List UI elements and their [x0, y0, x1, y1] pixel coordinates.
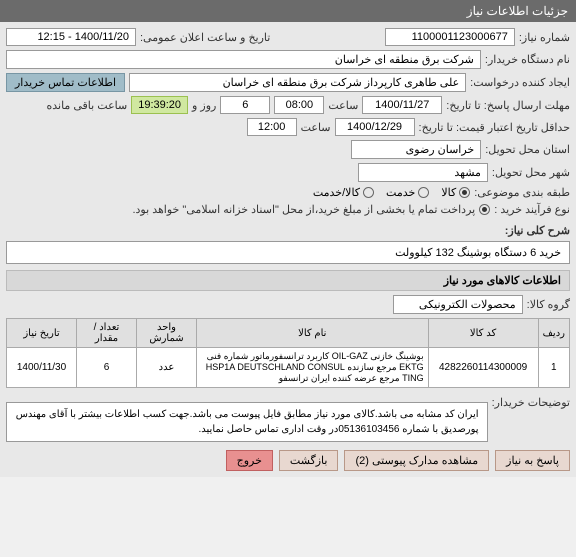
creator-label: ایجاد کننده درخواست: [470, 76, 570, 89]
row-need-number: شماره نیاز: 1100001123000677 تاریخ و ساع… [6, 28, 570, 46]
cell-unit: عدد [137, 348, 197, 388]
cell-date: 1400/11/30 [7, 348, 77, 388]
panel-title: جزئیات اطلاعات نیاز [467, 4, 568, 18]
reply-deadline-label: مهلت ارسال پاسخ: تا تاریخ: [446, 99, 570, 112]
province-field: خراسان رضوی [351, 140, 481, 159]
city-label: شهر محل تحویل: [492, 166, 570, 179]
panel-header: جزئیات اطلاعات نیاز [0, 0, 576, 22]
need-number-field: 1100001123000677 [385, 28, 515, 46]
row-notes: توضیحات خریدار: ایران کد مشابه می باشد.ک… [6, 396, 570, 442]
radio-goods[interactable]: کالا [441, 186, 470, 199]
radio-goods-service-label: کالا/خدمت [313, 186, 360, 199]
details-panel: جزئیات اطلاعات نیاز شماره نیاز: 11000011… [0, 0, 576, 477]
buyer-org-field: شرکت برق منطقه ای خراسان [6, 50, 481, 69]
radio-goods-icon [459, 187, 470, 198]
notes-text: ایران کد مشابه می باشد.کالای مورد نیاز م… [16, 409, 479, 435]
radio-goods-service[interactable]: کالا/خدمت [313, 186, 374, 199]
need-number-label: شماره نیاز: [519, 31, 570, 44]
th-date: تاریخ نیاز [7, 319, 77, 348]
desc-text: خرید 6 دستگاه بوشینگ 132 کیلوولت [395, 247, 561, 259]
province-label: استان محل تحویل: [485, 143, 570, 156]
announce-field: 1400/11/20 - 12:15 [6, 28, 136, 46]
row-price-validity: حداقل تاریخ اعتبار قیمت: تا تاریخ: 1400/… [6, 118, 570, 136]
items-table: ردیف کد کالا نام کالا واحد شمارش تعداد /… [6, 318, 570, 388]
purchase-type-radio-icon [479, 204, 490, 215]
group-field: محصولات الکترونیکی [393, 295, 523, 314]
time-label-2: ساعت [301, 121, 331, 134]
days-remain-field: 6 [220, 96, 270, 114]
exit-button[interactable]: خروج [226, 450, 273, 471]
row-city: شهر محل تحویل: مشهد [6, 163, 570, 182]
row-reply-deadline: مهلت ارسال پاسخ: تا تاریخ: 1400/11/27 سا… [6, 96, 570, 114]
back-button[interactable]: بازگشت [279, 450, 339, 471]
desc-box: خرید 6 دستگاه بوشینگ 132 کیلوولت [6, 241, 570, 264]
city-field: مشهد [358, 163, 488, 182]
creator-field: علی طاهری کارپرداز شرکت برق منطقه ای خرا… [129, 73, 466, 92]
items-section-heading: اطلاعات کالاهای مورد نیاز [6, 270, 570, 291]
buyer-org-label: نام دستگاه خریدار: [485, 53, 570, 66]
notes-label: توضیحات خریدار: [492, 396, 570, 409]
announce-label: تاریخ و ساعت اعلان عمومی: [140, 31, 270, 44]
reply-time-field: 08:00 [274, 96, 324, 114]
cell-row: 1 [538, 348, 569, 388]
row-group: گروه کالا: محصولات الکترونیکی [6, 295, 570, 314]
th-qty: تعداد / مقدار [77, 319, 137, 348]
attachments-button[interactable]: مشاهده مدارک پیوستی (2) [344, 450, 489, 471]
reply-date-field: 1400/11/27 [362, 96, 442, 114]
cell-code: 4282260114300009 [428, 348, 538, 388]
remain-label: ساعت باقی مانده [46, 99, 127, 112]
purchase-note: پرداخت تمام یا بخشی از مبلغ خرید،از محل … [132, 203, 475, 216]
category-label: طبقه بندی موضوعی: [474, 186, 570, 199]
desc-title-label: شرح کلی نیاز: [505, 224, 570, 237]
row-desc-title: شرح کلی نیاز: [6, 224, 570, 237]
radio-service-label: خدمت [386, 186, 415, 199]
button-row: پاسخ به نیاز مشاهده مدارک پیوستی (2) باز… [6, 450, 570, 471]
price-date-field: 1400/12/29 [335, 118, 415, 136]
price-time-field: 12:00 [247, 118, 297, 136]
countdown-badge: 19:39:20 [131, 96, 188, 114]
radio-service[interactable]: خدمت [386, 186, 429, 199]
category-radio-group: کالا خدمت کالا/خدمت [313, 186, 470, 199]
th-unit: واحد شمارش [137, 319, 197, 348]
th-row: ردیف [538, 319, 569, 348]
row-province: استان محل تحویل: خراسان رضوی [6, 140, 570, 159]
time-label-1: ساعت [328, 99, 358, 112]
radio-service-icon [418, 187, 429, 198]
contact-info-button[interactable]: اطلاعات تماس خریدار [6, 73, 125, 92]
row-buyer-org: نام دستگاه خریدار: شرکت برق منطقه ای خرا… [6, 50, 570, 69]
radio-goods-service-icon [363, 187, 374, 198]
reply-button[interactable]: پاسخ به نیاز [495, 450, 570, 471]
panel-content: شماره نیاز: 1100001123000677 تاریخ و ساع… [0, 22, 576, 477]
group-label: گروه کالا: [527, 298, 570, 311]
row-purchase-type: نوع فرآیند خرید : پرداخت تمام یا بخشی از… [6, 203, 570, 216]
th-code: کد کالا [428, 319, 538, 348]
row-creator: ایجاد کننده درخواست: علی طاهری کارپرداز … [6, 73, 570, 92]
table-row[interactable]: 1 4282260114300009 بوشینگ خازنی OIL-GAZ … [7, 348, 570, 388]
table-header-row: ردیف کد کالا نام کالا واحد شمارش تعداد /… [7, 319, 570, 348]
radio-goods-label: کالا [441, 186, 456, 199]
price-validity-label: حداقل تاریخ اعتبار قیمت: تا تاریخ: [419, 121, 570, 134]
th-name: نام کالا [197, 319, 429, 348]
purchase-type-label: نوع فرآیند خرید : [494, 203, 570, 216]
notes-box: ایران کد مشابه می باشد.کالای مورد نیاز م… [6, 402, 488, 442]
cell-qty: 6 [77, 348, 137, 388]
cell-name: بوشینگ خازنی OIL-GAZ کاربرد ترانسفورماتو… [197, 348, 429, 388]
row-category: طبقه بندی موضوعی: کالا خدمت کالا/خدمت [6, 186, 570, 199]
days-remain-label: روز و [192, 99, 216, 112]
